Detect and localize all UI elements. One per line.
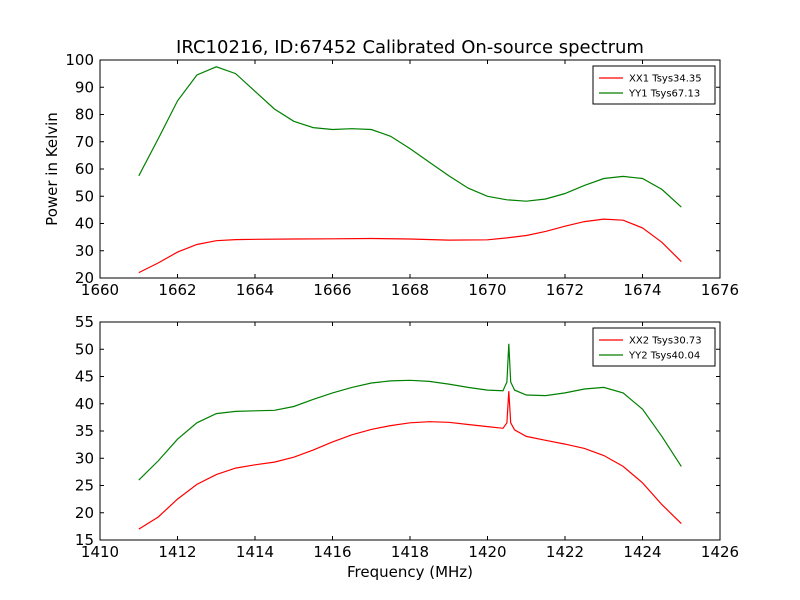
y-tick-label: 35 bbox=[75, 422, 94, 440]
y-tick-label: 30 bbox=[75, 242, 94, 260]
x-tick-label: 1424 bbox=[623, 543, 661, 561]
series-line-2-1 bbox=[138, 391, 682, 530]
x-tick-label: 1660 bbox=[81, 281, 119, 299]
y-tick-label: 60 bbox=[75, 160, 94, 178]
y-axis-label: Power in Kelvin bbox=[43, 112, 61, 226]
y-tick-label: 45 bbox=[75, 368, 94, 386]
x-tick-label: 1672 bbox=[546, 281, 584, 299]
x-tick-label: 1418 bbox=[391, 543, 429, 561]
series-line-1-2 bbox=[138, 66, 682, 208]
y-tick-label: 70 bbox=[75, 133, 94, 151]
y-tick-label: 40 bbox=[75, 395, 94, 413]
x-tick-label: 1670 bbox=[468, 281, 506, 299]
x-tick-label: 1414 bbox=[236, 543, 274, 561]
y-tick-label: 15 bbox=[75, 531, 94, 549]
x-tick-label: 1426 bbox=[701, 543, 739, 561]
x-tick-label: 1416 bbox=[313, 543, 351, 561]
y-tick-label: 90 bbox=[75, 78, 94, 96]
x-tick-label: 1410 bbox=[81, 543, 119, 561]
y-tick-label: 20 bbox=[75, 269, 94, 287]
x-tick-label: 1676 bbox=[701, 281, 739, 299]
top-spectrum-chart: 1660 1662 1664 1666 1668 1670 1672 1674 1676 20 30… bbox=[43, 51, 739, 299]
y-tick-label: 20 bbox=[75, 504, 94, 522]
y-tick-label: 55 bbox=[75, 313, 94, 331]
legend-box bbox=[592, 327, 716, 367]
x-tick-label: 1412 bbox=[158, 543, 196, 561]
legend-entry: XX2 Tsys30.73 bbox=[629, 336, 702, 347]
x-tick-label: 1420 bbox=[468, 543, 506, 561]
x-tick-label: 1662 bbox=[158, 281, 196, 299]
y-tick-label: 30 bbox=[75, 449, 94, 467]
legend: XX1 Tsys34.35 YY1 Tsys67.13 bbox=[592, 65, 716, 105]
x-tick-label: 1664 bbox=[236, 281, 274, 299]
series-line-2-2 bbox=[138, 343, 682, 481]
legend-entry: YY1 Tsys67.13 bbox=[628, 89, 700, 100]
y-tick-label: 50 bbox=[75, 187, 94, 205]
x-tick-label: 1422 bbox=[546, 543, 584, 561]
series-line-1-1 bbox=[138, 218, 682, 274]
legend-entry: YY2 Tsys40.04 bbox=[628, 351, 700, 362]
bottom-spectrum-chart: 1410 1412 1414 1416 1418 1420 1422 1424 1426 15 20… bbox=[75, 313, 739, 581]
legend-entry: XX1 Tsys34.35 bbox=[629, 74, 702, 85]
y-tick-label: 100 bbox=[65, 51, 94, 69]
legend-box bbox=[592, 65, 716, 105]
legend: XX2 Tsys30.73 YY2 Tsys40.04 bbox=[592, 327, 716, 367]
x-tick-label: 1668 bbox=[391, 281, 429, 299]
figure-title: IRC10216, ID:67452 Calibrated On-source … bbox=[176, 37, 644, 58]
y-tick-label: 50 bbox=[75, 340, 94, 358]
x-axis-label: Frequency (MHz) bbox=[347, 563, 473, 581]
y-tick-label: 25 bbox=[75, 477, 94, 495]
y-tick-label: 40 bbox=[75, 215, 94, 233]
x-tick-label: 1666 bbox=[313, 281, 351, 299]
y-tick-label: 80 bbox=[75, 106, 94, 124]
x-tick-label: 1674 bbox=[623, 281, 661, 299]
